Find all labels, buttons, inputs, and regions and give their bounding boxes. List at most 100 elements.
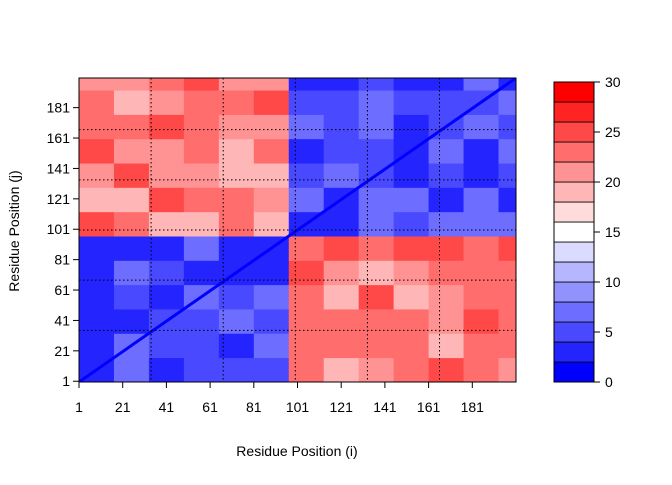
heatmap-cell [393, 78, 429, 91]
x-tick-label: 1 [75, 399, 83, 415]
heatmap-cell [498, 90, 517, 115]
heatmap-cell [148, 260, 185, 286]
heatmap-cell [428, 138, 464, 164]
colorbar-segment [553, 101, 595, 123]
heatmap-cell [323, 163, 360, 188]
heatmap-cell [358, 114, 395, 140]
heatmap-cell [323, 211, 360, 237]
heatmap-cell [113, 138, 150, 164]
heatmap-cell [148, 138, 185, 164]
colorbar-segment [553, 341, 595, 363]
heatmap-cell [253, 163, 290, 188]
heatmap-cell [498, 211, 517, 237]
heatmap-cell [498, 309, 517, 334]
heatmap-cell [498, 236, 517, 261]
heatmap-cell [148, 90, 185, 115]
heatmap-cell [288, 309, 325, 334]
heatmap-cell [498, 333, 517, 359]
colorbar-segment [553, 281, 595, 303]
heatmap-cell [113, 236, 150, 261]
colorbar-tick-label: 0 [605, 374, 613, 390]
heatmap-cell [218, 357, 255, 383]
x-tick-label: 101 [286, 399, 310, 415]
x-axis-label: Residue Position (i) [236, 443, 357, 459]
heatmap-cell [113, 78, 150, 91]
heatmap-cell [253, 114, 290, 140]
heatmap-cell [113, 357, 150, 383]
heatmap-cell [253, 187, 290, 213]
heatmap-cell [358, 284, 395, 310]
x-tick-label: 161 [417, 399, 441, 415]
heatmap-cell [288, 114, 325, 140]
heatmap-cell [288, 187, 325, 213]
y-tick-label: 61 [54, 282, 70, 298]
colorbar-segment [553, 81, 595, 103]
heatmap-cell [428, 357, 464, 383]
x-tick-label: 41 [159, 399, 175, 415]
heatmap-cell [393, 284, 429, 310]
heatmap-cell [113, 114, 150, 140]
y-tick-label: 181 [47, 100, 71, 116]
x-axis: 1 21 41 61 81 101 121 141 161 181 [75, 382, 484, 415]
heatmap-cell [253, 260, 290, 286]
colorbar-segment [553, 301, 595, 323]
heatmap-cell [79, 260, 115, 286]
heatmap-cell [498, 357, 517, 383]
heatmap-cell [183, 333, 220, 359]
heatmap-cell [218, 78, 255, 91]
heatmap-cell [253, 138, 290, 164]
colorbar-segment [553, 261, 595, 283]
heatmap-cell [323, 236, 360, 261]
heatmap-cell [323, 309, 360, 334]
heatmap-cell [288, 260, 325, 286]
heatmap-cell [218, 187, 255, 213]
heatmap-cell [148, 333, 185, 359]
heatmap-cell [79, 90, 115, 115]
heatmap-cell [218, 284, 255, 310]
heatmap-cell [288, 138, 325, 164]
heatmap-cell [79, 333, 115, 359]
colorbar-tick-label: 25 [605, 124, 621, 140]
heatmap-cell [79, 284, 115, 310]
colorbar-segment [553, 221, 595, 243]
heatmap-cell [358, 236, 395, 261]
heatmap-cell [148, 114, 185, 140]
heatmap-cell [288, 284, 325, 310]
heatmap-cell [463, 260, 499, 286]
heatmap-cell [393, 163, 429, 188]
heatmap-cell [253, 211, 290, 237]
heatmap-cell [253, 357, 290, 383]
x-tick-label: 141 [373, 399, 397, 415]
y-axis-label: Residue Position (j) [6, 170, 22, 291]
y-tick-label: 21 [54, 343, 70, 359]
heatmap-cell [288, 333, 325, 359]
colorbar-segment [553, 361, 595, 383]
heatmap-cell [463, 284, 499, 310]
heatmap-cell [288, 90, 325, 115]
heatmap-cell [218, 236, 255, 261]
heatmap-cell [253, 90, 290, 115]
y-tick-label: 161 [47, 130, 71, 146]
heatmap-cell [323, 284, 360, 310]
heatmap-cell [218, 333, 255, 359]
colorbar-segment [553, 121, 595, 143]
heatmap-cell [428, 187, 464, 213]
heatmap-cell [79, 138, 115, 164]
y-tick-label: 141 [47, 160, 71, 176]
colorbar-tick-label: 30 [605, 74, 621, 90]
heatmap-cell [428, 211, 464, 237]
heatmap-cell [358, 78, 395, 91]
heatmap-cell [323, 333, 360, 359]
heatmap-cell [183, 211, 220, 237]
heatmap-cell [463, 309, 499, 334]
heatmap-cell [148, 284, 185, 310]
x-tick-label: 81 [246, 399, 262, 415]
heatmap-cell [498, 114, 517, 140]
heatmap-cell [253, 333, 290, 359]
heatmap-cell [498, 260, 517, 286]
x-tick-label: 21 [115, 399, 131, 415]
heatmap-cell [113, 90, 150, 115]
